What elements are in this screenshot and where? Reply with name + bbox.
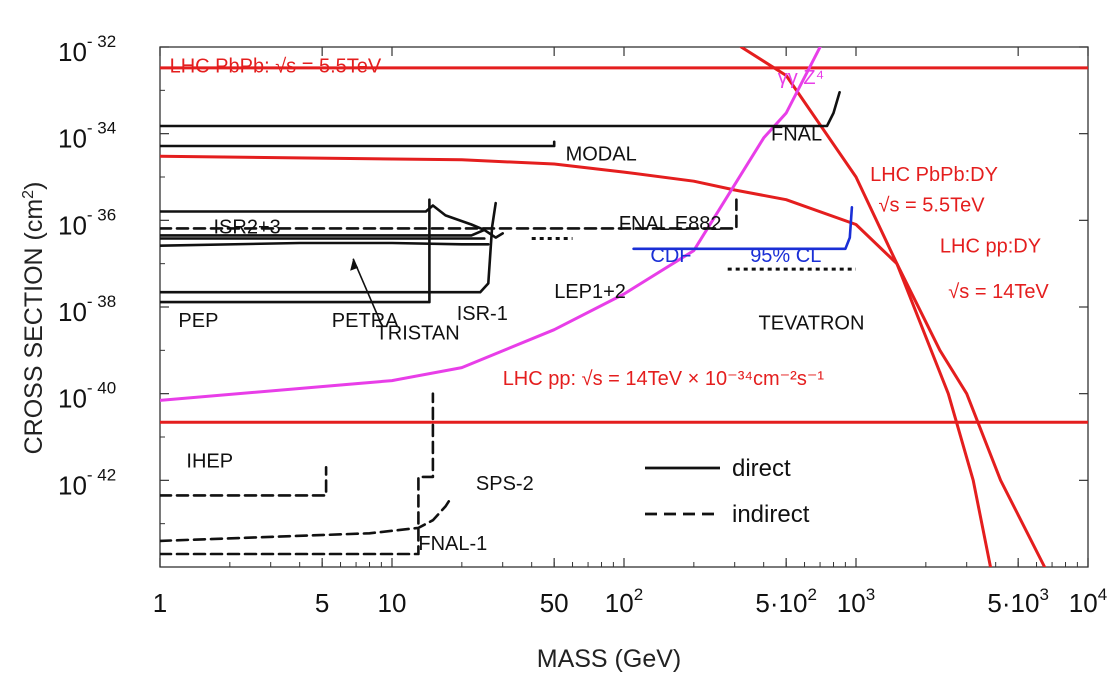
y-tick-label: 10- 38 <box>58 292 116 327</box>
x-tick-label-base: 5·10 <box>755 588 807 618</box>
series-z <box>160 47 822 402</box>
y-tick-label-base: 10 <box>58 470 87 500</box>
series-modal <box>160 140 556 148</box>
y-tick-label-exp: - 34 <box>87 119 116 138</box>
x-tick-label-exp: 4 <box>1098 585 1107 604</box>
label-cdf: CDF <box>650 245 691 267</box>
y-tick-label-exp: - 40 <box>87 379 116 398</box>
y-axis-title-close: ) <box>20 182 48 190</box>
label-tevatron: TEVATRON <box>759 313 865 335</box>
label-95-cl: 95% CL <box>750 245 821 267</box>
series-isr2-3 <box>160 204 486 232</box>
y-tick-label: 10- 42 <box>58 465 116 500</box>
y-tick-label-exp: - 38 <box>87 292 116 311</box>
label-petra: PETRA <box>332 310 399 332</box>
label-fnal: FNAL <box>771 123 822 145</box>
x-tick-label-base: 5 <box>315 588 329 618</box>
x-tick-label: 5 <box>315 588 329 618</box>
series-ihep <box>160 466 328 497</box>
x-axis-title: MASS (GeV) <box>537 645 681 673</box>
y-tick-label-base: 10 <box>58 37 87 67</box>
series-fnal-1 <box>160 392 435 556</box>
label-tristan: TRISTAN <box>376 322 460 344</box>
label-lhc-pp-dy: LHC pp:DY <box>940 236 1041 258</box>
y-tick-label-base: 10 <box>58 124 87 154</box>
tristan-arrow <box>352 258 383 325</box>
label-s-14tev: √s = 14TeV <box>948 281 1049 303</box>
y-tick-label-base: 10 <box>58 297 87 327</box>
x-tick-label: 5·102 <box>755 585 817 618</box>
x-tick-label-base: 10 <box>605 588 634 618</box>
label-s-5-5tev: √s = 5.5TeV <box>879 195 986 217</box>
series-pep <box>160 198 431 304</box>
series-cdf-95-cl <box>632 206 854 251</box>
x-tick-label-base: 10 <box>378 588 407 618</box>
x-tick-label-base: 10 <box>837 588 866 618</box>
x-tick-label-exp: 2 <box>807 585 816 604</box>
x-tick-label-base: 1 <box>153 588 167 618</box>
y-tick-label: 10- 32 <box>58 32 116 67</box>
series-tristan <box>160 241 490 247</box>
y-tick-label-exp: - 42 <box>87 465 116 484</box>
label-lhc-pbpb-s-5-5tev: LHC PbPb: √s = 5.5TeV <box>170 55 382 77</box>
label-fnal-e882: FNAL E882 <box>619 213 722 235</box>
series-petra <box>160 201 497 294</box>
y-tick-label-base: 10 <box>58 210 87 240</box>
y-tick-label-exp: - 32 <box>87 32 116 51</box>
label-isr2-3: ISR2+3 <box>214 216 281 238</box>
y-tick-label: 10- 34 <box>58 119 116 154</box>
x-tick-label: 103 <box>837 585 875 618</box>
label-lep1-2: LEP1+2 <box>554 281 626 303</box>
y-axis-title-sup: 2 <box>20 190 37 199</box>
label-ihep: IHEP <box>186 450 233 472</box>
label-modal: MODAL <box>566 144 637 166</box>
x-tick-label: 104 <box>1069 585 1107 618</box>
y-tick-label: 10- 40 <box>58 379 116 414</box>
label-isr-1: ISR-1 <box>457 303 508 325</box>
label-fnal-1: FNAL-1 <box>418 533 487 555</box>
y-axis-title-main: CROSS SECTION (cm <box>20 199 48 455</box>
y-tick-label-base: 10 <box>58 384 87 414</box>
x-tick-label: 102 <box>605 585 643 618</box>
label-lhc-pp-s-14tev-10-cm-s: LHC pp: √s = 14TeV × 10⁻³⁴cm⁻²s⁻¹ <box>503 368 825 390</box>
x-tick-label-base: 5·10 <box>987 588 1039 618</box>
legend-label-direct: direct <box>732 455 791 482</box>
x-tick-label-exp: 3 <box>1039 585 1048 604</box>
x-tick-label-base: 50 <box>540 588 569 618</box>
x-tick-label-exp: 2 <box>634 585 643 604</box>
series-sps-2 <box>160 496 453 543</box>
x-tick-label: 50 <box>540 588 569 618</box>
series-lhc-pbpb-dy-s-5-5tev <box>160 154 992 567</box>
x-tick-label: 1 <box>153 588 167 618</box>
y-tick-label-exp: - 36 <box>87 205 116 224</box>
tristan-arrowhead <box>350 258 359 271</box>
label-z: γγ Z⁴ <box>778 67 824 89</box>
y-axis-title: CROSS SECTION (cm2) <box>20 182 48 455</box>
label-lhc-pbpb-dy: LHC PbPb:DY <box>870 164 998 186</box>
x-tick-label-exp: 3 <box>866 585 875 604</box>
x-tick-label-base: 10 <box>1069 588 1098 618</box>
series-fnal <box>160 91 841 128</box>
series-fnal-e882 <box>160 198 738 230</box>
label-sps-2: SPS-2 <box>476 473 534 495</box>
y-tick-label: 10- 36 <box>58 205 116 240</box>
x-tick-label: 10 <box>378 588 407 618</box>
x-tick-label: 5·103 <box>987 585 1049 618</box>
legend-label-indirect: indirect <box>732 501 810 528</box>
series-lep1-2 <box>160 228 504 239</box>
label-pep: PEP <box>178 310 218 332</box>
